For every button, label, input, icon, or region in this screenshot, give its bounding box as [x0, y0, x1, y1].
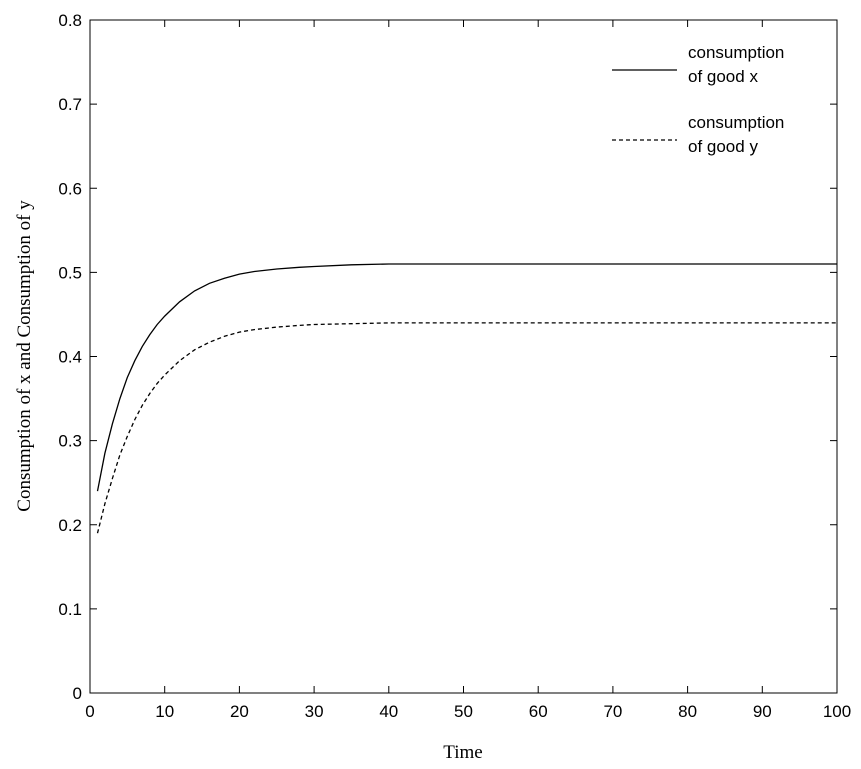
- x-tick-label: 100: [823, 702, 851, 721]
- x-tick-label: 60: [529, 702, 548, 721]
- y-tick-label: 0.1: [58, 600, 82, 619]
- legend-label-1: of good x: [688, 67, 758, 86]
- x-tick-label: 40: [379, 702, 398, 721]
- y-tick-label: 0.7: [58, 95, 82, 114]
- x-tick-label: 30: [305, 702, 324, 721]
- x-tick-label: 70: [603, 702, 622, 721]
- y-tick-label: 0.4: [58, 348, 82, 367]
- y-tick-label: 0.3: [58, 432, 82, 451]
- x-tick-label: 90: [753, 702, 772, 721]
- series-line-1: [96, 263, 837, 492]
- y-tick-label: 0.2: [58, 516, 82, 535]
- legend-label-1: consumption: [688, 43, 784, 62]
- axis-ticks: 0 10 20 30 40 50 60 70 80 90 100 0 0.1 0.2 0.3 0.4 0.5 0.…: [58, 11, 851, 721]
- y-axis-label: Consumption of x and Consumption of y: [14, 200, 35, 512]
- legend: consumption of good x consumption of good y: [612, 43, 784, 156]
- y-tick-label: 0.5: [58, 263, 82, 282]
- legend-label-2: of good y: [688, 137, 758, 156]
- series-line-2: [96, 322, 837, 534]
- legend-label-2: consumption: [688, 113, 784, 132]
- x-tick-label: 10: [155, 702, 174, 721]
- y-tick-label: 0: [73, 684, 82, 703]
- x-tick-label: 20: [230, 702, 249, 721]
- series-group: [96, 263, 837, 534]
- x-tick-label: 80: [678, 702, 697, 721]
- x-tick-label: 50: [454, 702, 473, 721]
- x-tick-label: 0: [85, 702, 94, 721]
- plot-area: [89, 19, 838, 694]
- y-tick-label: 0.8: [58, 11, 82, 30]
- y-tick-label: 0.6: [58, 179, 82, 198]
- x-axis-label: Time: [443, 742, 482, 763]
